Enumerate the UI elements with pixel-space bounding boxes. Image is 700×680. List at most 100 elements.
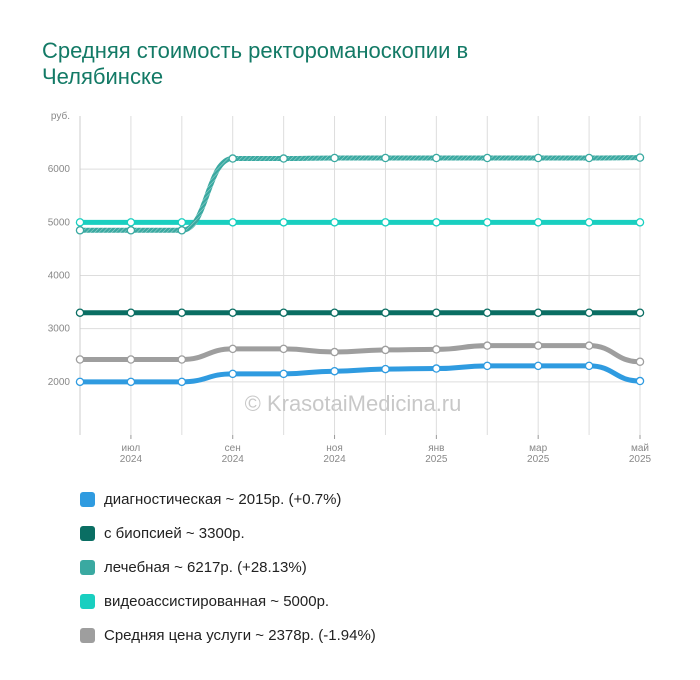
legend-label: диагностическая ~ 2015р. (+0.7%) (104, 490, 342, 508)
x-tick-year-label: 2024 (120, 454, 143, 465)
y-tick-label: 4000 (48, 271, 71, 282)
legend-item-therapeutic[interactable]: лечебная ~ 6217р. (+28.13%) (80, 550, 376, 584)
data-point (126, 226, 136, 235)
x-tick-year-label: 2024 (222, 454, 245, 465)
y-tick-label: 5000 (48, 217, 71, 228)
data-point (228, 218, 237, 227)
x-tick-year-label: 2025 (425, 454, 448, 465)
legend-swatch-average (80, 627, 95, 643)
x-tick-year-label: 2025 (629, 454, 652, 465)
data-point (126, 218, 136, 227)
data-point (533, 341, 543, 350)
data-point (432, 308, 441, 317)
legend-item-biopsy[interactable]: с биопсией ~ 3300р. (80, 516, 376, 550)
series-layer (77, 155, 643, 385)
data-point (126, 377, 136, 387)
x-tick-month-label: ноя (326, 443, 343, 454)
data-point (483, 308, 492, 317)
data-point (381, 218, 390, 227)
data-point (279, 308, 288, 317)
data-point (279, 218, 288, 227)
data-point (126, 355, 136, 364)
data-point (330, 366, 339, 376)
x-tick-month-label: сен (225, 443, 241, 454)
data-point (533, 153, 543, 163)
chart-grid (79, 116, 641, 435)
data-point (330, 218, 339, 227)
data-point (432, 218, 441, 227)
data-point (584, 341, 594, 350)
x-tick-month-label: июл (122, 443, 141, 454)
data-point (635, 308, 645, 317)
data-point (533, 308, 543, 317)
data-point (533, 218, 543, 227)
legend-label: видеоассистированная ~ 5000р. (104, 592, 330, 610)
legend-item-average[interactable]: Средняя цена услуги ~ 2378р. (-1.94%) (80, 618, 376, 652)
series-line (77, 343, 643, 365)
data-point (381, 345, 390, 355)
data-point (228, 308, 237, 317)
chart-legend: диагностическая ~ 2015р. (+0.7%) с биопс… (80, 482, 376, 652)
data-point (432, 345, 441, 354)
data-point (584, 361, 594, 371)
legend-label: Средняя цена услуги ~ 2378р. (-1.94%) (104, 626, 376, 644)
data-point (381, 153, 390, 163)
legend-swatch-biopsy (80, 525, 95, 541)
price-line-chart: 20003000400050006000руб.июл2024сен2024но… (48, 110, 652, 465)
y-unit-label: руб. (51, 110, 70, 122)
data-point (635, 357, 645, 366)
data-point (75, 226, 85, 235)
legend-swatch-therapeutic (80, 559, 95, 575)
data-point (635, 376, 645, 386)
data-point (177, 218, 187, 227)
data-point (584, 218, 594, 227)
data-point (177, 308, 187, 317)
data-point (330, 153, 339, 163)
data-point (330, 347, 339, 357)
y-tick-label: 3000 (48, 324, 71, 335)
data-point (483, 218, 492, 227)
legend-item-video-assisted[interactable]: видеоассистированная ~ 5000р. (80, 584, 376, 618)
x-tick-month-label: янв (428, 443, 444, 454)
data-point (381, 364, 390, 374)
data-point (381, 308, 390, 317)
x-tick-month-label: май (631, 443, 649, 454)
legend-item-diagnostic[interactable]: диагностическая ~ 2015р. (+0.7%) (80, 482, 376, 516)
legend-swatch-video-assisted (80, 593, 95, 609)
legend-swatch-diagnostic (80, 491, 95, 507)
data-point (75, 377, 85, 387)
chart-title: Средняя стоимость ректороманоскопии в Че… (42, 38, 469, 89)
data-point (432, 153, 441, 163)
data-point (228, 154, 237, 163)
chart-axes: 20003000400050006000руб.июл2024сен2024но… (48, 110, 652, 465)
data-point (126, 308, 136, 317)
data-point (177, 377, 187, 387)
data-point (75, 218, 85, 227)
data-point (483, 153, 492, 163)
data-point (635, 153, 645, 162)
series-line (77, 363, 643, 385)
data-point (177, 355, 187, 364)
x-tick-month-label: мар (529, 443, 547, 454)
data-point (635, 218, 645, 227)
data-point (330, 308, 339, 317)
data-point (177, 226, 187, 235)
data-point (228, 369, 237, 379)
data-point (75, 355, 85, 364)
legend-label: лечебная ~ 6217р. (+28.13%) (104, 558, 307, 576)
data-point (279, 369, 288, 379)
series-line (77, 155, 643, 233)
x-tick-year-label: 2025 (527, 454, 550, 465)
data-point (228, 344, 237, 354)
watermark-text: © KrasotaiMedicina.ru (245, 391, 462, 416)
points-layer (75, 153, 645, 387)
data-point (75, 308, 85, 317)
y-tick-label: 2000 (48, 377, 71, 388)
y-tick-label: 6000 (48, 164, 71, 175)
data-point (483, 361, 492, 371)
data-point (584, 153, 594, 163)
data-point (533, 361, 543, 371)
data-point (483, 341, 492, 350)
x-tick-year-label: 2024 (323, 454, 346, 465)
data-point (279, 344, 288, 354)
